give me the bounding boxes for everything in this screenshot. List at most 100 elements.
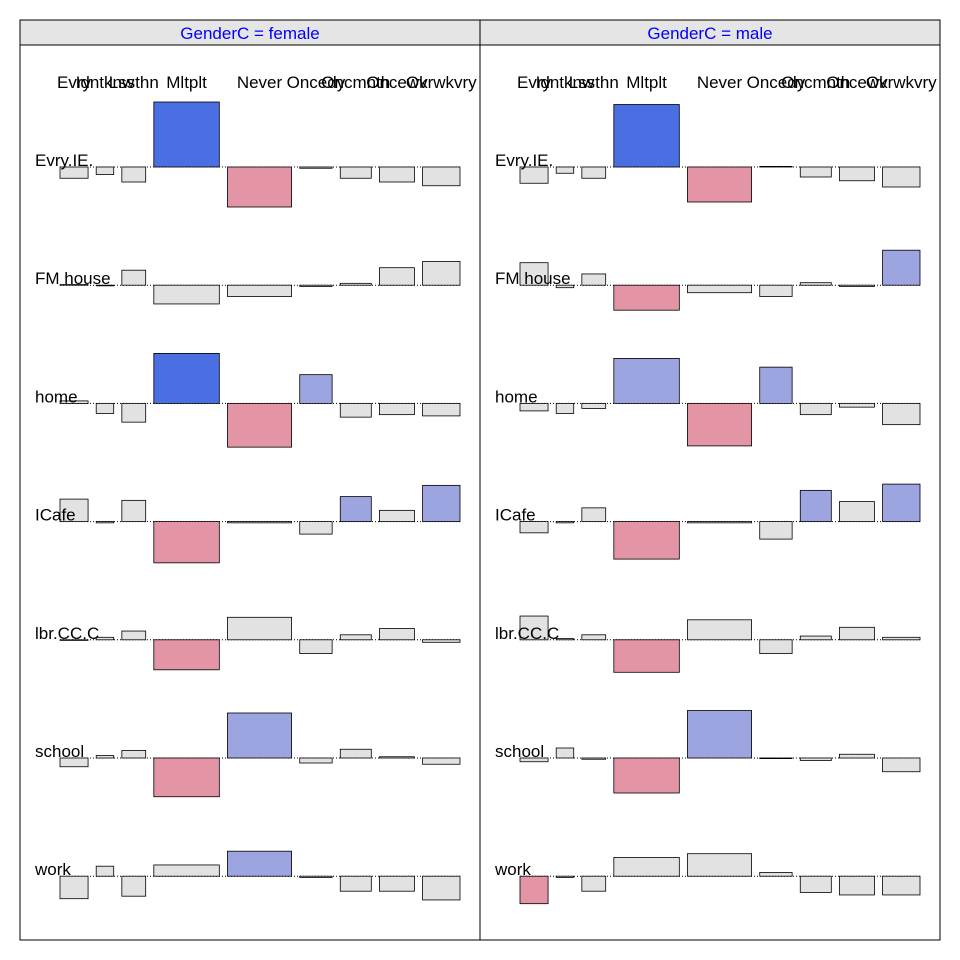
- residual-bar: [153, 352, 220, 404]
- residual-bar: [227, 616, 292, 641]
- residual-bar: [227, 284, 292, 297]
- residual-bar: [882, 875, 921, 896]
- column-label-1: Idntknw: [536, 73, 595, 92]
- residual-bar: [555, 875, 575, 878]
- residual-bar: [555, 166, 575, 174]
- residual-bar: [422, 757, 461, 765]
- residual-bar: [687, 619, 752, 641]
- column-label-6: Oncmnth: [321, 73, 390, 92]
- row-label: Evry.IE.: [495, 151, 553, 170]
- column-label-4: Never: [697, 73, 743, 92]
- residual-bar: [95, 521, 115, 524]
- residual-bar: [339, 166, 372, 179]
- row-label: school: [35, 742, 84, 761]
- row-school: school: [35, 712, 461, 798]
- row-lbr-cc-c: lbr.CC.C: [35, 616, 461, 671]
- residual-bar: [153, 757, 220, 798]
- residual-bar: [799, 757, 832, 761]
- residual-bar: [59, 757, 89, 768]
- column-label-1: Idntknw: [76, 73, 135, 92]
- residual-bar: [121, 269, 147, 286]
- row-fm-house: FM house: [495, 249, 921, 311]
- residual-bar: [799, 875, 832, 893]
- row-label: FM house: [495, 269, 571, 288]
- residual-bar: [759, 284, 793, 297]
- residual-bar: [839, 501, 875, 523]
- residual-bar: [379, 875, 415, 892]
- column-label-5: Oncedy: [287, 73, 346, 92]
- residual-bar: [422, 484, 461, 523]
- residual-bar: [581, 166, 607, 179]
- row-label: home: [495, 387, 538, 406]
- residual-bar: [581, 875, 607, 892]
- residual-bar: [759, 872, 793, 877]
- residual-bar: [299, 521, 333, 535]
- residual-bar: [299, 757, 333, 764]
- residual-bar: [759, 521, 793, 540]
- residual-bar: [95, 865, 115, 877]
- residual-bar: [339, 634, 372, 641]
- row-fm-house: FM house: [35, 261, 461, 305]
- residual-bar: [153, 639, 220, 671]
- residual-bar: [121, 166, 147, 183]
- row-label: FM house: [35, 269, 111, 288]
- residual-bar: [555, 747, 575, 759]
- residual-bar: [379, 628, 415, 641]
- residual-bar: [121, 499, 147, 523]
- residual-bar: [519, 262, 549, 286]
- panel-border: [479, 44, 941, 941]
- residual-bar: [799, 166, 832, 178]
- row-label: lbr.CC.C: [35, 624, 99, 643]
- residual-bar: [519, 166, 549, 184]
- residual-bar: [95, 402, 115, 414]
- residual-bar: [379, 509, 415, 523]
- residual-bar: [379, 756, 415, 759]
- residual-bar: [121, 630, 147, 641]
- residual-bar: [555, 521, 575, 524]
- residual-bar: [227, 402, 292, 448]
- column-label-8: Ovrwkvry: [406, 73, 477, 92]
- residual-bar: [379, 267, 415, 286]
- row-home: home: [495, 357, 921, 447]
- column-label-6: Oncmnth: [781, 73, 850, 92]
- residual-bar: [799, 635, 832, 641]
- residual-bar: [613, 639, 680, 673]
- residual-bar: [422, 639, 461, 643]
- residual-bar: [339, 402, 372, 418]
- residual-bar: [799, 489, 832, 523]
- row-label: work: [34, 860, 71, 879]
- row-work: work: [494, 853, 921, 905]
- residual-bar: [882, 636, 921, 641]
- residual-bar: [839, 626, 875, 641]
- residual-bar: [422, 402, 461, 417]
- residual-bar: [799, 282, 832, 286]
- residual-bar: [379, 402, 415, 416]
- row-label: ICafe: [495, 506, 536, 525]
- residual-bar: [59, 875, 89, 900]
- residual-bar: [882, 483, 921, 523]
- row-label: lbr.CC.C: [495, 624, 559, 643]
- residual-bar: [613, 284, 680, 311]
- residual-bar: [519, 615, 549, 641]
- residual-bar: [882, 402, 921, 426]
- residual-bar: [59, 639, 89, 641]
- column-label-7: Oncewk: [826, 73, 888, 92]
- residual-bar: [153, 521, 220, 564]
- residual-bar: [95, 636, 115, 641]
- residual-bar: [121, 402, 147, 423]
- residual-bar: [759, 165, 793, 168]
- residual-bar: [59, 166, 89, 179]
- column-label-5: Oncedy: [747, 73, 806, 92]
- strip-background: [479, 19, 941, 46]
- residual-bar: [581, 273, 607, 286]
- residual-bar: [613, 521, 680, 560]
- column-label-7: Oncewk: [366, 73, 428, 92]
- residual-bar: [581, 402, 607, 409]
- residual-bar: [687, 853, 752, 877]
- residual-bar: [227, 712, 292, 759]
- row-icafe: ICafe: [495, 483, 921, 560]
- residual-bar: [839, 875, 875, 896]
- residual-bar: [839, 753, 875, 759]
